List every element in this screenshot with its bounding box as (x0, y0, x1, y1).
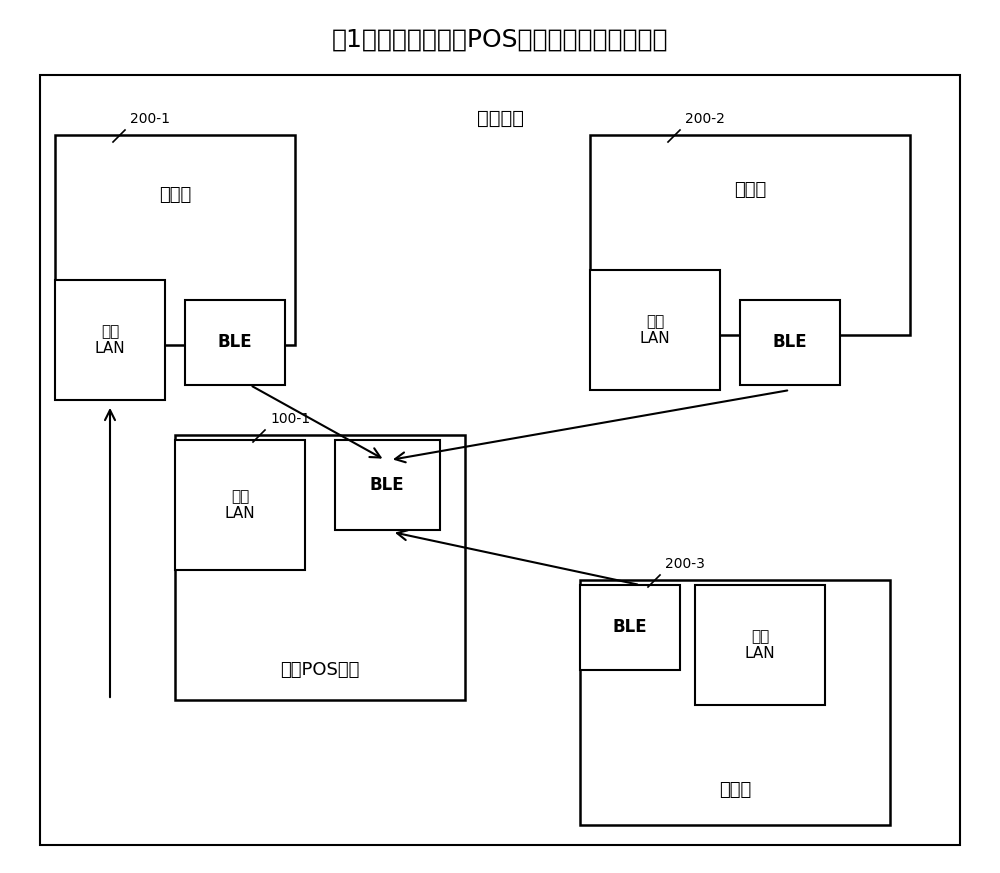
Text: BLE: BLE (370, 476, 404, 494)
Text: BLE: BLE (773, 333, 807, 351)
Bar (590, 270, 720, 390)
Text: 无线
LAN: 无线 LAN (225, 489, 255, 521)
Text: 打印机: 打印机 (719, 781, 751, 799)
Bar (175, 435, 465, 700)
Bar (590, 135, 910, 335)
Text: BLE: BLE (218, 333, 252, 351)
Bar (580, 580, 890, 825)
Bar (695, 585, 825, 705)
Text: 200-2: 200-2 (685, 112, 725, 126)
Bar (55, 280, 165, 400)
Bar (40, 75, 960, 845)
Bar (55, 135, 295, 345)
Bar (335, 440, 440, 530)
Text: 200-1: 200-1 (130, 112, 170, 126)
Text: 200-3: 200-3 (665, 557, 705, 571)
Text: BLE: BLE (613, 618, 647, 636)
Bar (740, 300, 840, 385)
Text: 100-1: 100-1 (270, 412, 310, 426)
Text: 移动POS终端: 移动POS终端 (280, 661, 360, 679)
Bar (175, 440, 305, 570)
Bar (185, 300, 285, 385)
Text: 打印机: 打印机 (159, 186, 191, 204)
Text: 打印机: 打印机 (734, 181, 766, 199)
Text: 无线
LAN: 无线 LAN (745, 629, 775, 661)
Bar (580, 585, 680, 670)
Text: 商店空间: 商店空间 (477, 108, 524, 127)
Text: 无线
LAN: 无线 LAN (95, 324, 125, 356)
Text: 无线
LAN: 无线 LAN (640, 313, 670, 347)
Text: 第1实施方式的移动POS终端及打印机的设置例: 第1实施方式的移动POS终端及打印机的设置例 (332, 28, 668, 52)
